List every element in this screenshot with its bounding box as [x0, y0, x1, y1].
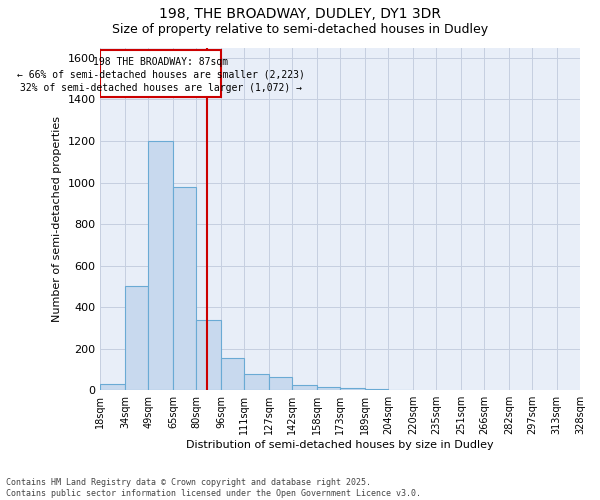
- Text: 198 THE BROADWAY: 87sqm: 198 THE BROADWAY: 87sqm: [93, 57, 229, 67]
- Bar: [365, 389, 388, 390]
- Bar: [221, 358, 244, 390]
- Text: 32% of semi-detached houses are larger (1,072) →: 32% of semi-detached houses are larger (…: [20, 82, 302, 92]
- Text: ← 66% of semi-detached houses are smaller (2,223): ← 66% of semi-detached houses are smalle…: [17, 70, 305, 80]
- Text: 198, THE BROADWAY, DUDLEY, DY1 3DR: 198, THE BROADWAY, DUDLEY, DY1 3DR: [159, 8, 441, 22]
- Bar: [100, 50, 221, 98]
- Bar: [244, 374, 269, 390]
- Bar: [125, 286, 148, 390]
- Text: Contains HM Land Registry data © Crown copyright and database right 2025.
Contai: Contains HM Land Registry data © Crown c…: [6, 478, 421, 498]
- Text: Size of property relative to semi-detached houses in Dudley: Size of property relative to semi-detach…: [112, 22, 488, 36]
- Bar: [173, 186, 196, 390]
- Bar: [317, 387, 340, 390]
- Bar: [196, 320, 221, 390]
- Bar: [292, 385, 317, 390]
- Bar: [100, 384, 125, 390]
- Y-axis label: Number of semi-detached properties: Number of semi-detached properties: [52, 116, 62, 322]
- Bar: [148, 141, 173, 390]
- Bar: [340, 388, 365, 390]
- Bar: [269, 376, 292, 390]
- X-axis label: Distribution of semi-detached houses by size in Dudley: Distribution of semi-detached houses by …: [187, 440, 494, 450]
